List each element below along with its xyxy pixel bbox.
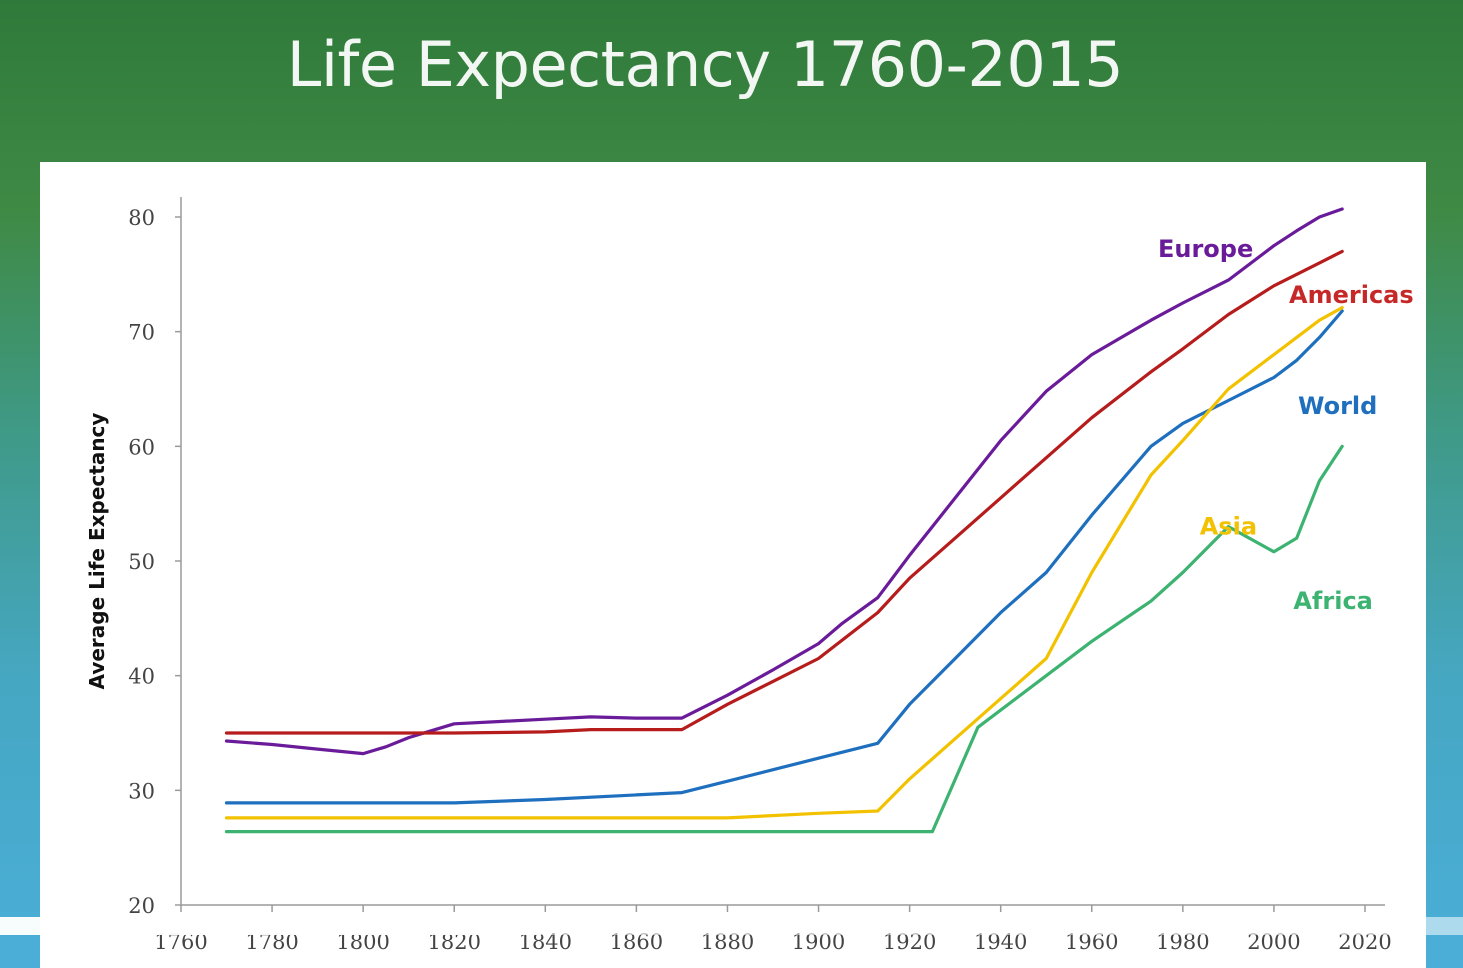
slide-title: Life Expectancy 1760-2015 [286,28,1124,101]
chart-series [224,207,1344,834]
y-tick-label: 80 [128,206,155,230]
series-label-europe: Europe [1158,235,1253,263]
series-label-world: World [1298,392,1377,420]
chart-labels: Europe Americas World Asia Africa [1158,235,1414,615]
series-label-africa: Africa [1293,587,1373,615]
video-progress-bar[interactable] [0,917,1463,935]
video-progress-played [0,917,542,935]
series-label-americas: Americas [1289,281,1414,309]
y-tick-label: 30 [128,779,155,803]
series-label-asia: Asia [1200,513,1257,541]
y-tick-label: 20 [128,894,155,918]
series-line-africa [224,444,1344,834]
y-axis-label: Average Life Expectancy [85,413,109,690]
y-tick-label: 40 [128,665,155,689]
y-tick-label: 50 [128,550,155,574]
series-line-asia [224,306,1344,820]
series-line-world [224,309,1344,805]
chart-panel: 20 30 40 50 60 70 80 1760 1780 1800 1820 1840 1860 18… [40,162,1426,968]
y-tick-label: 60 [128,435,155,459]
series-line-europe [224,207,1344,756]
y-tick-label: 70 [128,321,155,345]
series-line-americas [224,249,1344,735]
